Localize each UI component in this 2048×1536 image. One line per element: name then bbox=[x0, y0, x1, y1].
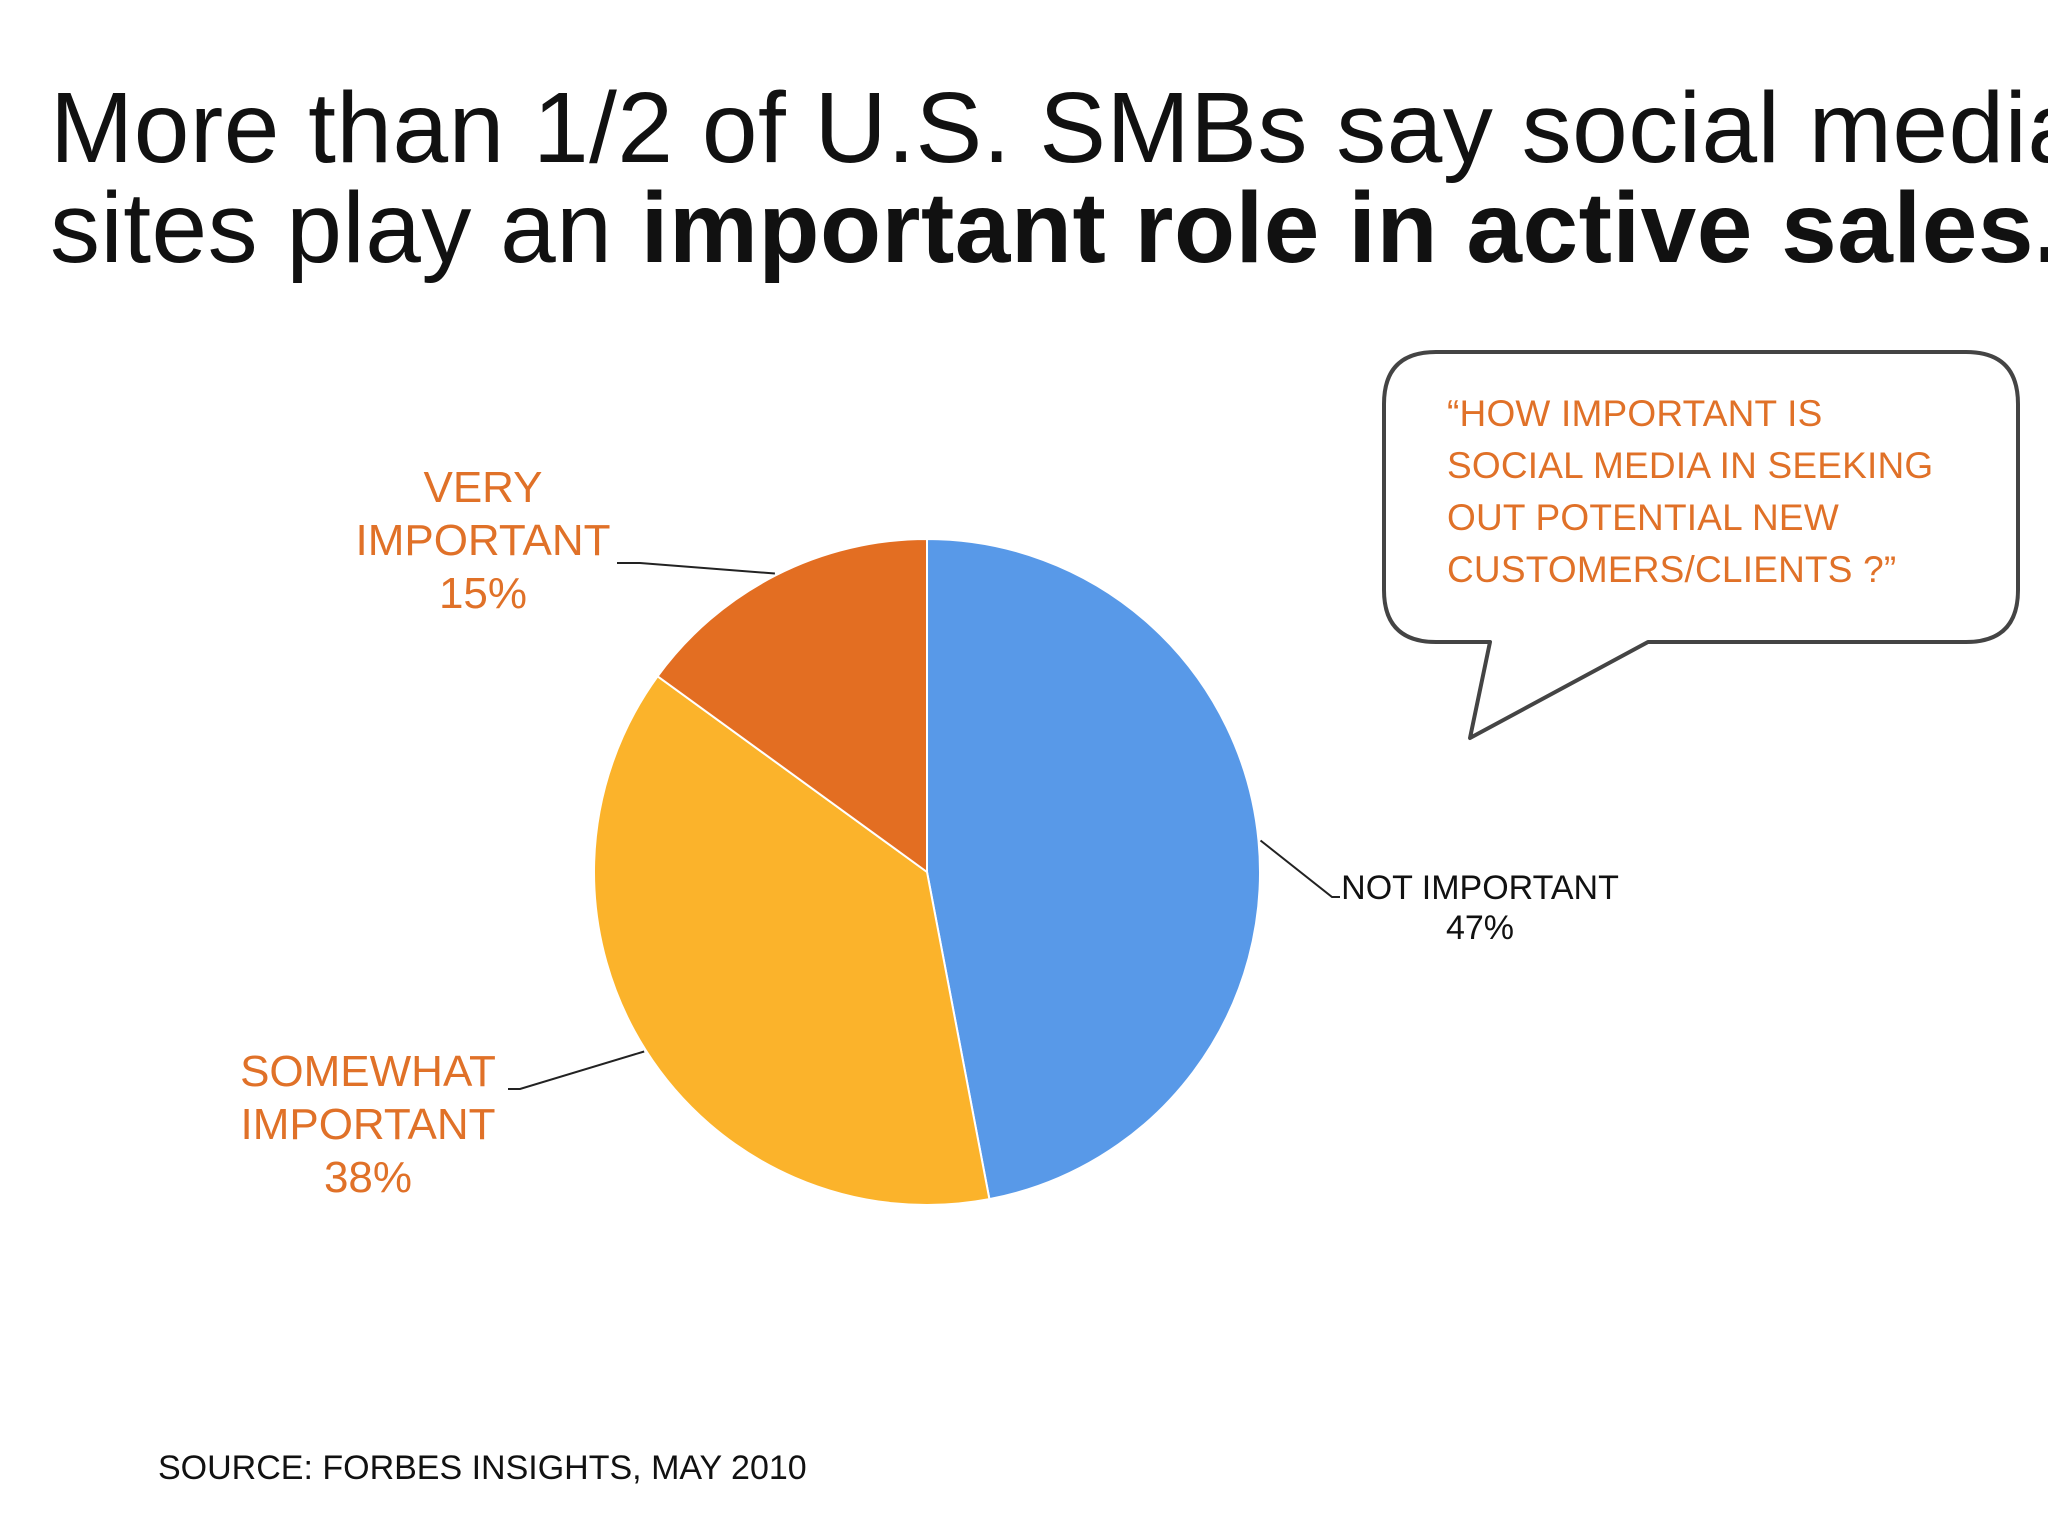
callout-line: OUT POTENTIAL NEW bbox=[1447, 497, 1839, 538]
leader-lines bbox=[508, 562, 1340, 1090]
page-title: More than 1/2 of U.S. SMBs say social me… bbox=[50, 72, 2048, 278]
slice-not-important bbox=[926, 537, 1261, 1201]
leader-line bbox=[1259, 839, 1340, 898]
leader-line bbox=[508, 1050, 645, 1090]
pie-slices bbox=[593, 537, 1261, 1206]
slice-very-important bbox=[656, 537, 928, 874]
data-label-very-important: VERY IMPORTANT 15% bbox=[333, 461, 633, 620]
slice-somewhat-important bbox=[593, 674, 991, 1206]
source-note: SOURCE: FORBES INSIGHTS, MAY 2010 bbox=[158, 1449, 807, 1487]
slice-name: IMPORTANT bbox=[240, 1100, 496, 1149]
title-line-2: sites play an important role in active s… bbox=[50, 178, 2048, 278]
title-line-2-bold: important role in active sales. bbox=[640, 172, 2048, 284]
callout-line: CUSTOMERS/CLIENTS ?” bbox=[1447, 549, 1897, 590]
speech-bubble bbox=[1382, 350, 2020, 740]
slice-percentage: 47% bbox=[1445, 909, 1515, 947]
slice-percentage: 15% bbox=[438, 569, 528, 618]
callout-line: “HOW IMPORTANT IS bbox=[1447, 393, 1823, 434]
title-line-1: More than 1/2 of U.S. SMBs say social me… bbox=[50, 72, 2048, 184]
title-line-2-regular: sites play an bbox=[50, 172, 641, 284]
slice-name: SOMEWHAT bbox=[240, 1047, 496, 1096]
callout-question: “HOW IMPORTANT IS SOCIAL MEDIA IN SEEKIN… bbox=[1447, 388, 1967, 596]
data-label-not-important: NOT IMPORTANT 47% bbox=[1330, 868, 1630, 948]
slice-name: VERY bbox=[423, 463, 543, 512]
slice-name: NOT IMPORTANT bbox=[1341, 869, 1619, 907]
slice-name: IMPORTANT bbox=[355, 516, 611, 565]
leader-line bbox=[617, 562, 775, 575]
data-label-somewhat-important: SOMEWHAT IMPORTANT 38% bbox=[218, 1045, 518, 1204]
callout-line: SOCIAL MEDIA IN SEEKING bbox=[1447, 445, 1934, 486]
slice-percentage: 38% bbox=[323, 1153, 413, 1202]
